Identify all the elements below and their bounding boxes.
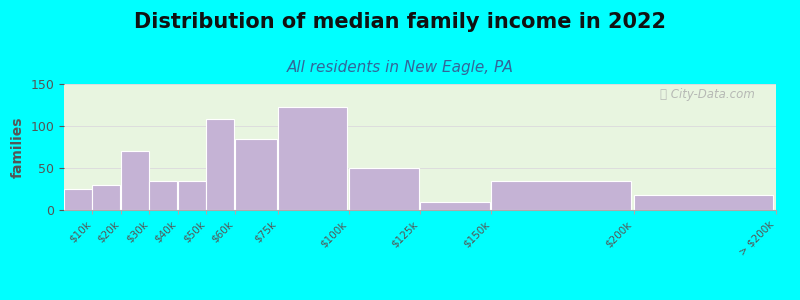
Bar <box>93 185 120 210</box>
Bar <box>206 119 234 210</box>
Text: ⓘ City-Data.com: ⓘ City-Data.com <box>660 88 754 101</box>
Y-axis label: families: families <box>11 116 25 178</box>
Bar <box>634 195 773 210</box>
Bar <box>235 139 277 210</box>
Bar <box>178 181 206 210</box>
Text: All residents in New Eagle, PA: All residents in New Eagle, PA <box>286 60 514 75</box>
Bar <box>150 181 178 210</box>
Bar <box>491 181 630 210</box>
Bar <box>278 107 347 210</box>
Bar <box>420 202 490 210</box>
Bar <box>121 151 149 210</box>
Bar <box>64 189 92 210</box>
Text: Distribution of median family income in 2022: Distribution of median family income in … <box>134 12 666 32</box>
Bar <box>349 168 418 210</box>
